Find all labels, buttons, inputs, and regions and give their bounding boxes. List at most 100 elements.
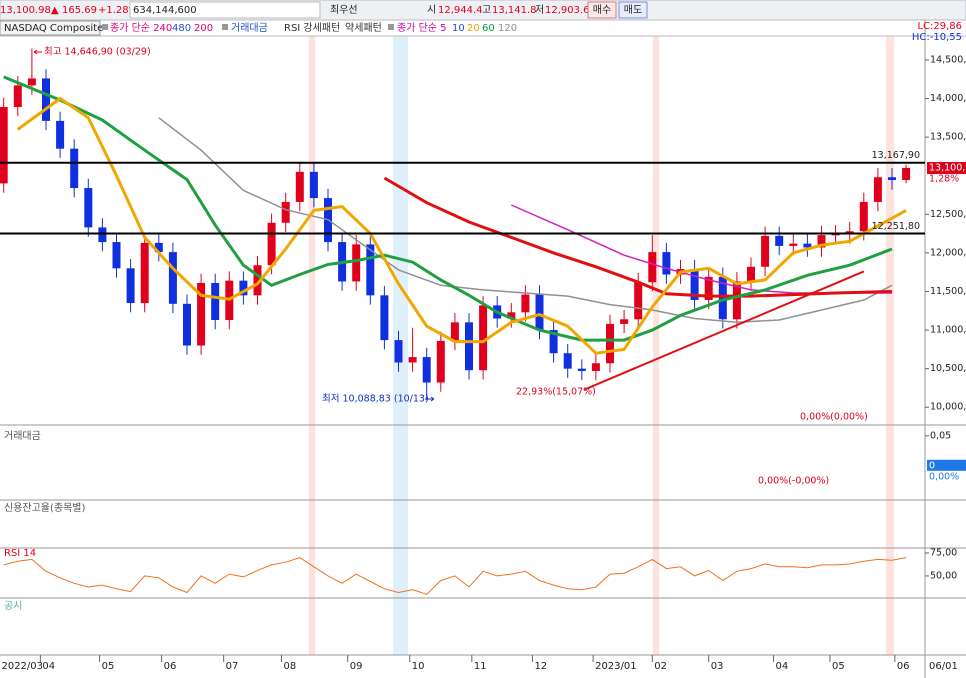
candle-body (408, 357, 417, 363)
best-quote: 최우선 (330, 4, 358, 16)
cursor-date: 06/01 (929, 661, 958, 672)
candle-body (577, 368, 586, 371)
current-value: 0 (929, 460, 935, 471)
annotation-arrow (33, 49, 42, 55)
high: 13,141.8 (492, 5, 537, 16)
candle-body (239, 280, 248, 296)
current-pct: 0,00% (929, 471, 959, 482)
price-plot (0, 48, 911, 401)
x-tick-label: 07 (226, 661, 239, 672)
event-band (886, 36, 894, 655)
legend-item: RSI 강세패턴 (284, 22, 340, 34)
annotation: 0,00%(-0,00%) (758, 476, 829, 487)
candle-body (0, 107, 8, 184)
candle-body (126, 268, 135, 304)
y-tick-label: 12,500,00 (930, 209, 966, 220)
h-line-label: 13,167,90 (872, 150, 920, 161)
annotation: 22,93%(15,07%) (516, 387, 596, 398)
rsi-line (3, 557, 907, 595)
x-tick-label: 02 (654, 661, 667, 672)
series-line (3, 75, 893, 342)
candle-body (211, 282, 220, 321)
sell-label[interactable]: 매도 (624, 4, 642, 16)
volume-box (129, 1, 321, 19)
candle-body (873, 177, 882, 202)
candle-body (789, 243, 798, 246)
candle-body (620, 319, 629, 324)
candle-body (309, 171, 318, 199)
candle-body (183, 303, 191, 346)
legend-item: 종가 단순 5 (397, 22, 447, 34)
last-price: 13,100,98 (929, 163, 966, 174)
series-line (584, 270, 865, 391)
lc-label: LC:29,86 (917, 21, 962, 32)
candle-body (479, 305, 488, 371)
legend-icon (388, 24, 394, 30)
candle-body (803, 243, 812, 248)
legend-icon (102, 24, 108, 30)
candle-body (859, 201, 868, 232)
legend-item: 약세패턴 (345, 22, 382, 34)
x-tick-label: 03 (711, 661, 724, 672)
annotation: 최고 14,646,90 (03/29) (44, 47, 151, 58)
candle-body (591, 363, 600, 371)
event-band (653, 36, 659, 655)
y-tick-label: 14,000,00 (930, 93, 966, 104)
last-change: 1,28% (929, 174, 959, 185)
legend-item: 120 (498, 23, 517, 34)
candle-body (140, 242, 149, 304)
x-tick-label: 08 (283, 661, 296, 672)
candle-body (521, 294, 530, 313)
y-tick-label: 13,500,00 (930, 132, 966, 143)
buy-label[interactable]: 매수 (593, 4, 611, 16)
legend-item: 거래대금 (231, 22, 268, 34)
y-tick-label: 12,000,00 (930, 247, 966, 258)
buy-button[interactable] (587, 1, 617, 19)
low: 12,903.6 (545, 5, 590, 16)
candle-body (168, 252, 177, 304)
candle-body (422, 357, 431, 383)
change: 165.69 (62, 5, 97, 16)
x-tick-label: 09 (350, 661, 363, 672)
sell-button[interactable] (618, 1, 648, 19)
candle-body (747, 266, 755, 282)
candle-body (267, 222, 276, 266)
candle-body (380, 295, 389, 341)
candle-body (704, 276, 713, 300)
change-pct: +1.28% (98, 5, 138, 16)
series-line (510, 204, 892, 294)
candle-body (253, 265, 262, 296)
x-tick-label: 04 (776, 661, 789, 672)
series-line (158, 117, 893, 324)
last-price-box (927, 162, 966, 174)
candle-body (634, 282, 643, 320)
x-tick-label: 11 (474, 661, 487, 672)
legend-item: 60 (482, 23, 495, 34)
candle-body (507, 312, 516, 319)
candle-body (42, 78, 50, 121)
candle-body (606, 323, 614, 364)
candle-body (662, 252, 671, 275)
candle-body (13, 85, 22, 108)
y-tick-label: 11,000,00 (930, 325, 966, 336)
volume: 634,144,600 (133, 5, 197, 16)
y-tick-label: 75,00 (930, 547, 957, 558)
candle-body (563, 353, 572, 369)
candle-body (718, 276, 727, 320)
panel-label: RSI 14 (4, 548, 36, 559)
x-tick-label: 10 (412, 661, 425, 672)
panel-label: 거래대금 (4, 430, 41, 442)
x-tick-label: 05 (832, 661, 845, 672)
candle-body (450, 322, 459, 341)
candle-body (761, 235, 770, 267)
candle-body (154, 242, 163, 253)
candle-body (888, 177, 896, 180)
h-line-label: 12,251,80 (872, 221, 920, 232)
annotation: 최저 10,088,83 (10/13) (322, 394, 429, 405)
hc-label: HC:-10,55 (912, 32, 962, 43)
candle-body (732, 281, 741, 320)
x-tick-label: 12 (534, 661, 547, 672)
candle-body (197, 282, 206, 346)
legend-icon (222, 24, 228, 30)
